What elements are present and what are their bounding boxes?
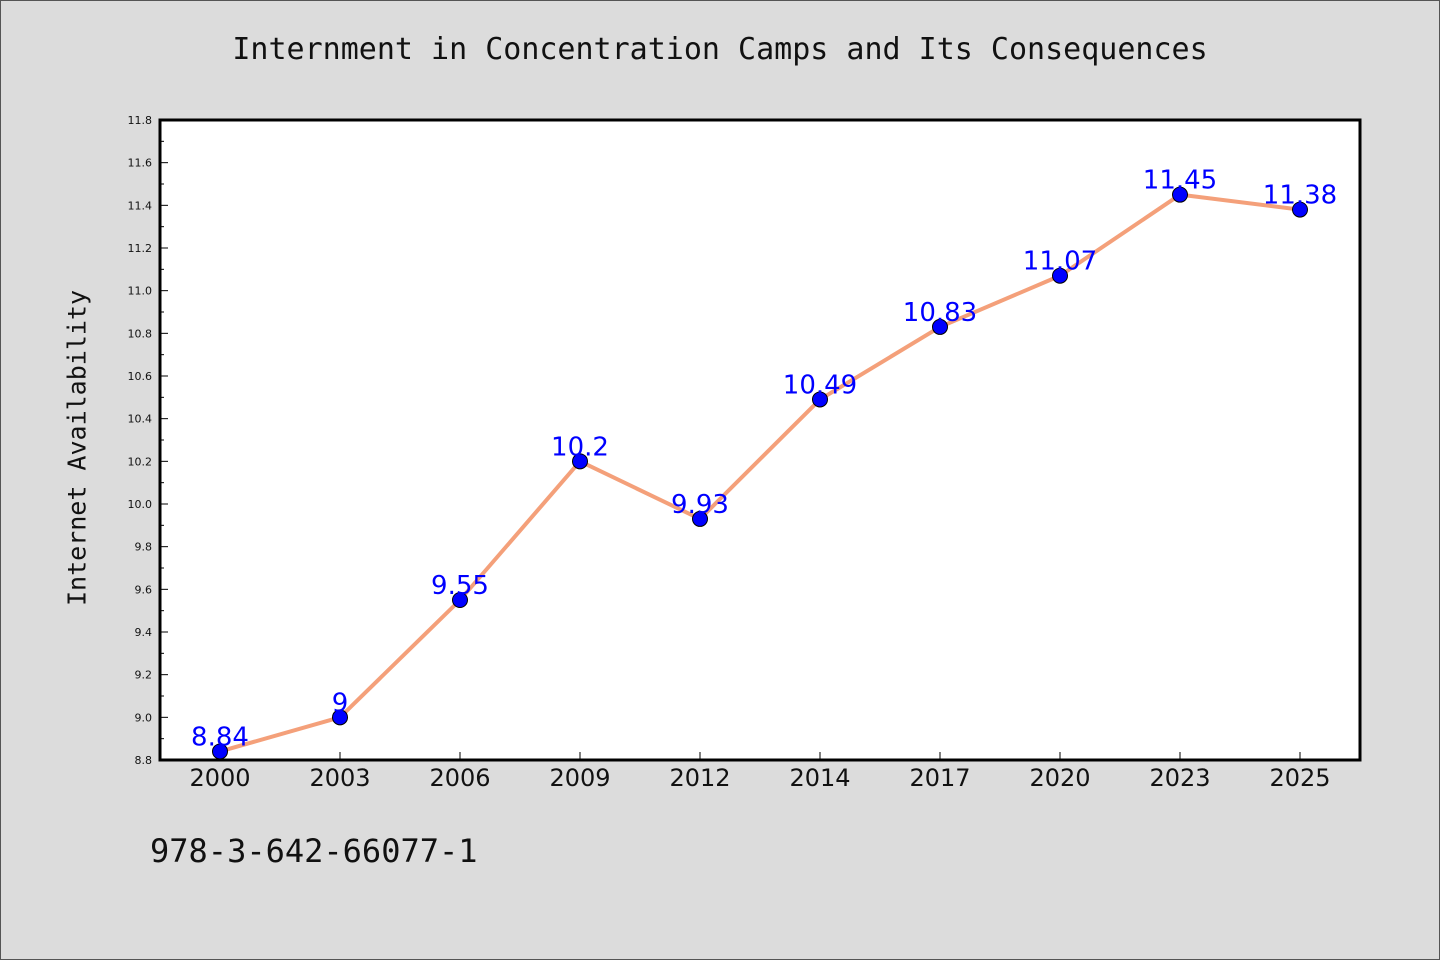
y-tick-label: 9.0 [135,711,153,724]
y-tick-label: 10.0 [128,498,153,511]
x-tick-label: 2000 [189,764,250,792]
y-tick-label: 9.2 [135,669,153,682]
data-point [212,743,228,760]
data-label: 10.2 [551,432,609,462]
y-tick-label: 9.4 [135,626,153,639]
y-tick-label: 11.4 [128,199,153,212]
y-tick-label: 10.6 [128,370,153,383]
series-group: 8.84 9 9.55 10.2 9.93 10.49 10.83 11.07 11.45 11.… [191,166,1337,760]
y-tick-label: 9.6 [135,583,153,596]
y-tick-label: 9.8 [135,541,153,554]
x-tick-label: 2012 [669,764,730,792]
data-label: 11.38 [1263,181,1337,211]
y-tick-label: 10.8 [128,327,153,340]
y-tick-label: 8.8 [135,754,153,767]
data-point [1292,201,1308,218]
x-tick-label: 2025 [1269,764,1330,792]
data-label: 10.83 [903,298,977,328]
x-tick-label: 2017 [909,764,970,792]
data-point [572,453,588,470]
data-label: 8.84 [191,722,249,752]
x-tick-label: 2006 [429,764,490,792]
y-tick-label: 10.2 [128,455,153,468]
data-point [452,592,468,608]
y-tick-label: 11.8 [128,114,153,127]
data-point [932,318,948,335]
data-label: 9 [332,688,349,718]
y-axis: 8.8 9.0 9.2 9.4 9.6 9.8 10.0 10.2 10.4 10.6 10.8 11… [128,114,168,767]
series-line [218,192,1302,754]
y-tick-label: 10.4 [128,413,153,426]
data-point [1052,267,1068,284]
y-tick-label: 11.6 [128,157,153,170]
data-label: 11.07 [1023,247,1097,277]
data-label: 9.55 [431,571,489,601]
x-tick-label: 2014 [789,764,850,792]
data-point [1172,186,1188,203]
data-point [812,391,828,408]
y-tick-label: 11.0 [128,285,153,298]
plot-area [158,118,1362,762]
data-label: 11.45 [1143,166,1217,196]
isbn-text: 978-3-642-66077-1 [150,832,478,870]
data-label: 9.93 [671,490,729,520]
x-tick-label: 2023 [1149,764,1210,792]
data-point [332,709,348,726]
x-axis: 2000 2003 2006 2009 2012 2014 2017 2020 2023 2025 [189,752,1331,792]
data-label: 10.49 [783,370,857,400]
x-tick-label: 2020 [1029,764,1090,792]
x-tick-label: 2003 [309,764,370,792]
data-point [692,510,708,527]
chart-title: Internment in Concentration Camps and It… [232,32,1208,67]
x-tick-label: 2009 [549,764,610,792]
y-tick-label: 11.2 [128,242,153,255]
